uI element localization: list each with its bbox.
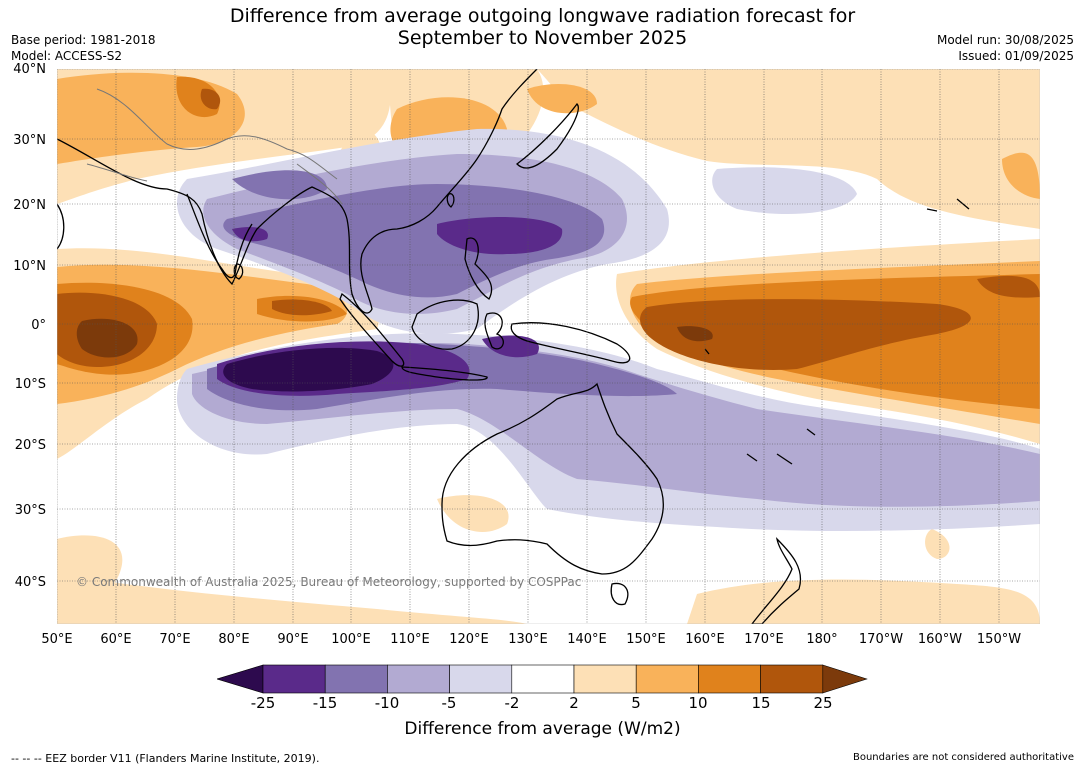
colorbar xyxy=(217,664,868,694)
lat-label: 30°S xyxy=(14,503,46,518)
eez-note: -- -- -- EEZ border V11 (Flanders Marine… xyxy=(11,752,320,765)
lon-label: 140°E xyxy=(567,632,607,647)
copyright-notice: © Commonwealth of Australia 2025, Bureau… xyxy=(76,575,581,589)
colorbar-extend-low xyxy=(217,664,264,694)
colorbar-cell xyxy=(262,664,326,694)
lat-label: 0° xyxy=(31,318,46,333)
lon-label: 160°W xyxy=(917,632,963,647)
lat-label: 20°S xyxy=(14,438,46,453)
forecast-map: © Commonwealth of Australia 2025, Bureau… xyxy=(57,69,1040,624)
country-borders xyxy=(86,88,343,205)
colorbar-tick: -15 xyxy=(312,694,338,712)
colorbar-title: Difference from average (W/m2) xyxy=(404,719,681,739)
colorbar-tick: -2 xyxy=(504,694,520,712)
lon-label: 160°E xyxy=(685,632,725,647)
model-name: Model: ACCESS-S2 xyxy=(11,49,123,63)
lon-label: 180° xyxy=(806,632,838,647)
lon-label: 80°E xyxy=(218,632,250,647)
lat-label: 40°N xyxy=(13,62,46,77)
lat-label: 10°N xyxy=(13,259,46,274)
lon-label: 150°E xyxy=(626,632,666,647)
lon-label: 110°E xyxy=(390,632,430,647)
lon-label: 70°E xyxy=(159,632,191,647)
base-period: Base period: 1981-2018 xyxy=(11,33,156,47)
colorbar-tick: 5 xyxy=(631,694,641,712)
lat-label: 10°S xyxy=(14,377,46,392)
lon-label: 90°E xyxy=(277,632,309,647)
colorbar-tick: 15 xyxy=(751,694,771,712)
lon-label: 170°E xyxy=(744,632,784,647)
lon-label: 150°W xyxy=(976,632,1022,647)
colorbar-tick: -5 xyxy=(441,694,457,712)
lon-label: 50°E xyxy=(41,632,73,647)
map-title: Difference from average outgoing longwav… xyxy=(0,5,1085,49)
colorbar-cell xyxy=(760,664,824,694)
colorbar-extend-high xyxy=(822,664,868,694)
meta-left: Base period: 1981-2018 Model: ACCESS-S2 xyxy=(11,32,156,64)
anomaly-max-orange xyxy=(76,318,713,358)
colorbar-cell xyxy=(635,664,699,694)
lon-label: 130°E xyxy=(508,632,548,647)
colorbar-cell xyxy=(324,664,388,694)
graticule xyxy=(57,69,1040,624)
lon-label: 170°W xyxy=(858,632,904,647)
lon-label: 60°E xyxy=(100,632,132,647)
colorbar-tick: 2 xyxy=(569,694,579,712)
colorbar-tick: 25 xyxy=(813,694,833,712)
lat-label: 30°N xyxy=(13,133,46,148)
model-run: Model run: 30/08/2025 xyxy=(936,33,1074,47)
colorbar-tick: 10 xyxy=(688,694,708,712)
lat-label: 40°S xyxy=(14,575,46,590)
meta-right: Model run: 30/08/2025 Issued: 01/09/2025 xyxy=(937,32,1074,64)
colorbar-cell xyxy=(387,664,450,694)
anomaly-darkest-purple xyxy=(223,347,394,392)
lon-label: 120°E xyxy=(449,632,489,647)
colorbar-cell xyxy=(573,664,637,694)
colorbar-cell xyxy=(449,664,513,694)
lat-label: 20°N xyxy=(13,198,46,213)
boundaries-note: Boundaries are not considered authoritat… xyxy=(852,752,1074,763)
colorbar-cell xyxy=(698,664,761,694)
issued-date: Issued: 01/09/2025 xyxy=(958,49,1074,63)
colorbar-tick: -10 xyxy=(374,694,400,712)
coastlines xyxy=(57,69,970,624)
title-line-1: Difference from average outgoing longwav… xyxy=(229,5,856,27)
lon-label: 100°E xyxy=(331,632,371,647)
colorbar-tick: -25 xyxy=(250,694,276,712)
title-line-2: September to November 2025 xyxy=(397,27,688,49)
colorbar-cell xyxy=(511,664,575,694)
